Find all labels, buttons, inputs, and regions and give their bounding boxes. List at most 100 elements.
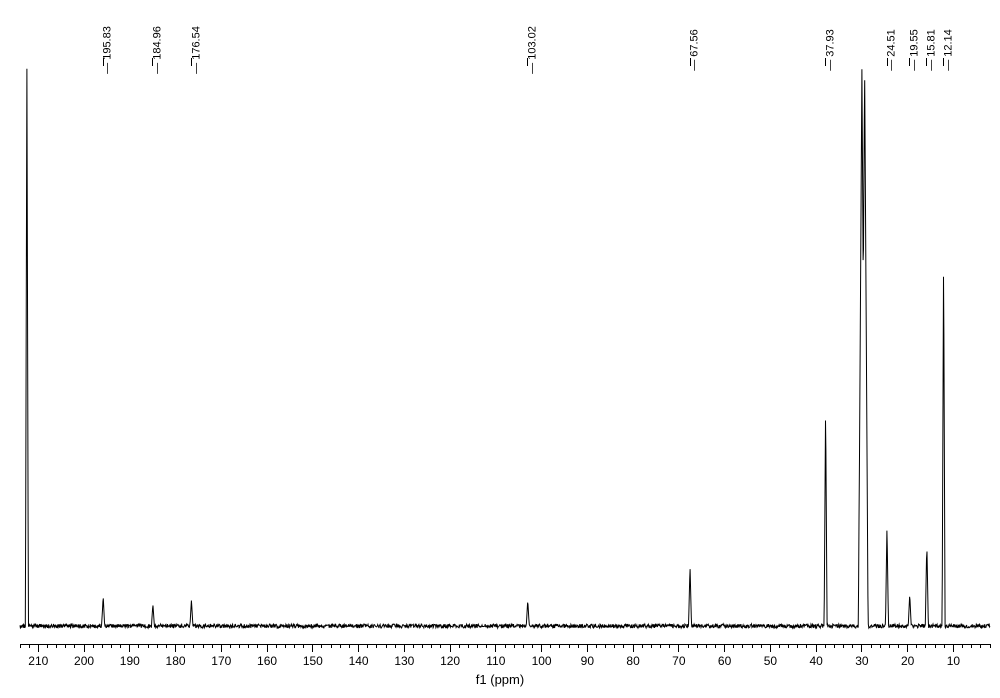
x-minor-tick	[422, 644, 423, 648]
x-minor-tick	[578, 644, 579, 648]
peak-label: — 176.54	[190, 26, 202, 74]
peak-marker	[909, 58, 910, 66]
x-minor-tick	[257, 644, 258, 648]
x-minor-tick	[852, 644, 853, 648]
x-major-tick	[404, 644, 405, 652]
x-minor-tick	[193, 644, 194, 648]
x-minor-tick	[56, 644, 57, 648]
x-minor-tick	[331, 644, 332, 648]
x-minor-tick	[596, 644, 597, 648]
x-major-tick	[495, 644, 496, 652]
x-minor-tick	[212, 644, 213, 648]
peak-marker	[103, 58, 104, 66]
x-major-tick	[724, 644, 725, 652]
x-tick-label: 180	[166, 654, 186, 668]
peak-label: — 24.51	[886, 29, 898, 71]
x-tick-label: 200	[74, 654, 94, 668]
x-minor-tick	[431, 644, 432, 648]
x-minor-tick	[203, 644, 204, 648]
peak-marker	[152, 58, 153, 66]
x-minor-tick	[614, 644, 615, 648]
x-minor-tick	[349, 644, 350, 648]
x-minor-tick	[93, 644, 94, 648]
x-minor-tick	[303, 644, 304, 648]
x-major-tick	[175, 644, 176, 652]
x-major-tick	[907, 644, 908, 652]
x-major-tick	[587, 644, 588, 652]
x-minor-tick	[340, 644, 341, 648]
x-tick-label: 110	[486, 654, 505, 668]
x-minor-tick	[971, 644, 972, 648]
x-tick-label: 150	[303, 654, 323, 668]
x-minor-tick	[569, 644, 570, 648]
x-tick-label: 160	[257, 654, 277, 668]
x-minor-tick	[294, 644, 295, 648]
x-minor-tick	[715, 644, 716, 648]
x-minor-tick	[166, 644, 167, 648]
x-major-tick	[541, 644, 542, 652]
x-minor-tick	[468, 644, 469, 648]
x-major-tick	[816, 644, 817, 652]
x-minor-tick	[47, 644, 48, 648]
peak-label: — 195.83	[102, 26, 114, 74]
x-minor-tick	[514, 644, 515, 648]
x-tick-label: 80	[626, 654, 639, 668]
x-minor-tick	[660, 644, 661, 648]
x-minor-tick	[806, 644, 807, 648]
x-major-tick	[770, 644, 771, 652]
x-minor-tick	[29, 644, 30, 648]
x-major-tick	[953, 644, 954, 652]
x-major-tick	[358, 644, 359, 652]
x-tick-label: 140	[349, 654, 369, 668]
x-major-tick	[84, 644, 85, 652]
x-minor-tick	[386, 644, 387, 648]
x-minor-tick	[843, 644, 844, 648]
x-minor-tick	[916, 644, 917, 648]
x-minor-tick	[733, 644, 734, 648]
nmr-spectrum: 2102001901801701601501401301201101009080…	[0, 0, 1000, 698]
spectrum-plot	[0, 0, 1000, 698]
x-minor-tick	[550, 644, 551, 648]
x-major-tick	[267, 644, 268, 652]
x-minor-tick	[788, 644, 789, 648]
x-minor-tick	[669, 644, 670, 648]
x-tick-label: 130	[394, 654, 414, 668]
x-minor-tick	[276, 644, 277, 648]
spectrum-trace	[20, 69, 990, 628]
x-major-tick	[861, 644, 862, 652]
x-minor-tick	[559, 644, 560, 648]
x-minor-tick	[230, 644, 231, 648]
x-major-tick	[450, 644, 451, 652]
x-tick-label: 50	[764, 654, 777, 668]
x-tick-label: 90	[581, 654, 594, 668]
x-minor-tick	[706, 644, 707, 648]
x-minor-tick	[871, 644, 872, 648]
peak-label: — 19.55	[909, 29, 921, 71]
x-minor-tick	[880, 644, 881, 648]
x-minor-tick	[889, 644, 890, 648]
x-minor-tick	[623, 644, 624, 648]
x-minor-tick	[742, 644, 743, 648]
x-minor-tick	[248, 644, 249, 648]
x-minor-tick	[651, 644, 652, 648]
x-tick-label: 100	[532, 654, 552, 668]
x-minor-tick	[825, 644, 826, 648]
x-major-tick	[129, 644, 130, 652]
peak-label: — 67.56	[689, 29, 701, 71]
x-minor-tick	[239, 644, 240, 648]
peak-marker	[887, 58, 888, 66]
x-minor-tick	[925, 644, 926, 648]
x-minor-tick	[367, 644, 368, 648]
x-minor-tick	[532, 644, 533, 648]
x-major-tick	[312, 644, 313, 652]
x-minor-tick	[980, 644, 981, 648]
x-minor-tick	[157, 644, 158, 648]
peak-marker	[825, 58, 826, 66]
peak-marker	[527, 58, 528, 66]
peak-label: — 15.81	[926, 29, 938, 71]
x-minor-tick	[20, 644, 21, 648]
x-tick-label: 30	[855, 654, 868, 668]
x-minor-tick	[523, 644, 524, 648]
x-minor-tick	[752, 644, 753, 648]
x-minor-tick	[779, 644, 780, 648]
